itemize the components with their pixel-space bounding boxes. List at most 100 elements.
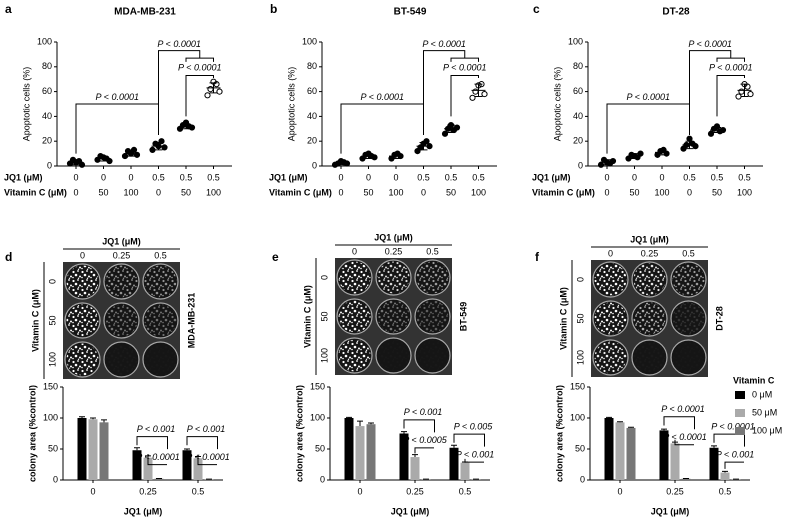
y-tick-label: 100: [302, 36, 317, 46]
plate-row-label: 0: [575, 277, 585, 282]
plate-colonies: [594, 341, 627, 374]
plate-colonies: [144, 265, 177, 298]
plate-row-title: Vitamin C (μM): [302, 285, 312, 348]
annotation: P < 0.001: [456, 449, 494, 459]
data-point: [597, 161, 605, 168]
y-axis-label: Apoptotic cells (%): [21, 67, 31, 142]
bar: [410, 457, 420, 480]
error-bar: [630, 153, 639, 160]
legend-label: 50 μM: [752, 407, 777, 417]
vitc-label: 50: [712, 187, 722, 197]
bracket: [147, 453, 167, 466]
data-point: [130, 146, 138, 153]
y-tick-label: 0: [53, 474, 58, 484]
y-tick-label: 60: [573, 86, 583, 96]
bracket: [197, 454, 217, 466]
bracket: [713, 433, 745, 447]
error-bar: [184, 448, 190, 451]
bar: [143, 457, 153, 480]
data-point: [481, 90, 488, 98]
bar: [99, 422, 109, 480]
plate-colonies: [338, 339, 371, 372]
data-point: [188, 124, 196, 131]
data-point: [707, 130, 715, 137]
jq1-label: 0.5: [711, 172, 724, 182]
vitc-label: 100: [471, 187, 486, 197]
annotation: P < 0.0001: [136, 452, 179, 462]
annotation: P < 0.001: [187, 424, 225, 434]
annotation: P < 0.001: [137, 424, 175, 434]
bracket: [158, 50, 214, 135]
row-label: JQ1 (μM): [4, 172, 43, 182]
error-bar: [99, 155, 108, 162]
bracket: [340, 103, 424, 154]
data-point: [609, 157, 617, 165]
vitc-label: 100: [654, 187, 669, 197]
y-tick-label: 100: [37, 36, 52, 46]
error-bar: [447, 124, 455, 134]
error-bar: [357, 420, 363, 427]
x-axis-label: JQ1 (μM): [124, 506, 163, 516]
error-bar: [101, 419, 107, 423]
annotation: P < 0.0001: [627, 92, 670, 102]
error-bar: [127, 150, 135, 157]
plate-row-title: Vitamin C (μM): [30, 289, 40, 352]
y-axis-label: colony area (%control): [27, 385, 37, 482]
vitc-label: 50: [446, 187, 456, 197]
data-point: [663, 150, 670, 157]
error-bar: [603, 159, 611, 166]
bracket: [453, 433, 485, 447]
row-label: Vitamin C (μM): [532, 187, 595, 197]
plate: [631, 339, 668, 376]
error-bar: [740, 83, 749, 98]
bar: [193, 458, 203, 480]
plate: [670, 339, 707, 376]
y-tick-label: 80: [42, 61, 52, 71]
bar: [449, 447, 459, 480]
bracket: [414, 447, 434, 454]
bracket: [186, 436, 218, 450]
plate-col-label: 0: [608, 248, 613, 258]
annotation: P < 0.001: [716, 449, 754, 459]
jq1-label: 0: [604, 172, 609, 182]
plate-colonies: [634, 342, 666, 374]
chart-title: DT-28: [662, 7, 690, 18]
jq1-label: 0.5: [683, 172, 696, 182]
row-label: Vitamin C (μM): [269, 187, 332, 197]
plate-colonies: [594, 263, 627, 296]
vitc-label: 100: [123, 187, 138, 197]
data-point: [738, 88, 745, 95]
data-point: [692, 143, 699, 150]
data-point: [637, 150, 644, 157]
data-point: [149, 146, 156, 153]
error-bar: [368, 422, 374, 425]
y-tick-label: 40: [573, 111, 583, 121]
error-bar: [346, 416, 352, 418]
jq1-label: 0.5: [445, 172, 458, 182]
bar: [344, 418, 354, 480]
y-tick-label: 40: [307, 111, 317, 121]
y-axis-label: Apoptotic cells (%): [552, 67, 562, 142]
x-tick-label: 0: [90, 486, 95, 496]
bar: [132, 450, 142, 480]
panel-letter: d: [5, 250, 12, 264]
data-point: [423, 138, 430, 145]
y-tick-label: 40: [42, 111, 52, 121]
y-tick-label: 150: [310, 381, 325, 391]
data-point: [371, 154, 378, 161]
bracket: [450, 74, 479, 117]
plate-col-label: 0.25: [385, 246, 403, 256]
bracket: [403, 419, 435, 433]
error-bar: [412, 454, 418, 458]
vitc-label: 50: [629, 187, 639, 197]
jq1-label: 0.5: [738, 172, 751, 182]
plate-colonies: [378, 340, 410, 372]
error-bar: [685, 140, 694, 150]
data-point: [78, 161, 86, 168]
error-bar: [451, 444, 457, 448]
plate: [375, 337, 412, 374]
jq1-label: 0.5: [472, 172, 485, 182]
error-bar: [134, 447, 140, 451]
plate-colonies: [377, 261, 410, 294]
